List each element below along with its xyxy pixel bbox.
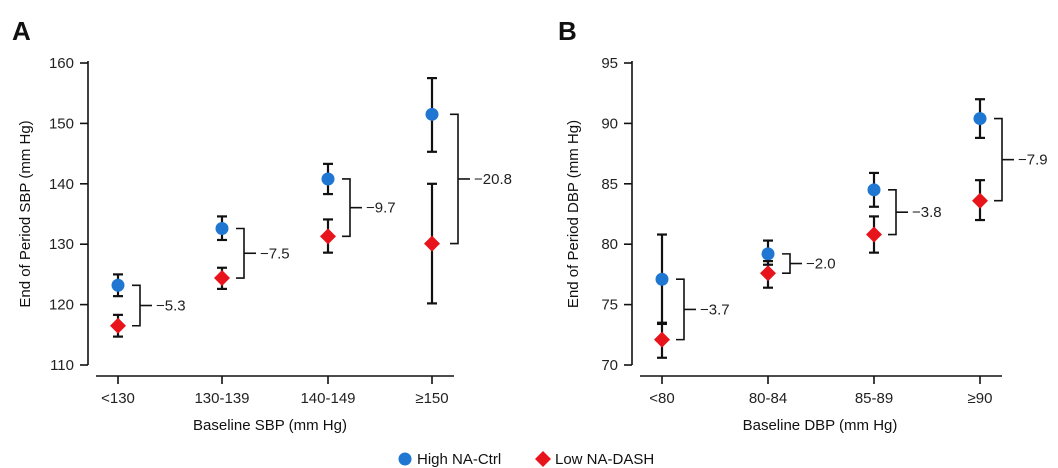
legend: High NA-Ctrl Low NA-DASH	[398, 451, 654, 468]
difference-label: −20.8	[474, 171, 512, 188]
difference-bracket	[782, 253, 791, 274]
x-tick-label: 140-149	[300, 390, 355, 407]
difference-label: −5.3	[156, 298, 186, 315]
data-point-low-na-dash	[972, 192, 988, 209]
difference-bracket	[888, 189, 897, 236]
x-axis-title: Baseline DBP (mm Hg)	[743, 417, 898, 434]
x-tick-label: ≥90	[968, 390, 993, 407]
y-tick-label: 85	[601, 176, 618, 193]
y-tick-label: 70	[601, 357, 618, 374]
y-tick-label: 95	[601, 55, 618, 72]
data-point-high-na-ctrl	[425, 107, 439, 121]
y-tick-label: 130	[49, 236, 74, 253]
y-tick-label: 150	[49, 115, 74, 132]
legend-marker-low-na-dash	[535, 451, 551, 467]
difference-bracket	[342, 178, 351, 238]
difference-label: −7.9	[1018, 152, 1048, 169]
y-tick-label: 140	[49, 176, 74, 193]
data-point-low-na-dash	[424, 235, 440, 252]
y-tick-label: 160	[49, 55, 74, 72]
y-tick-label: 120	[49, 297, 74, 314]
difference-label: −7.5	[260, 245, 290, 262]
data-point-low-na-dash	[866, 226, 882, 243]
data-point-high-na-ctrl	[655, 272, 669, 286]
data-point-low-na-dash	[654, 331, 670, 348]
difference-bracket	[450, 113, 459, 245]
data-point-high-na-ctrl	[867, 183, 881, 197]
legend-label: Low NA-DASH	[555, 451, 654, 468]
data-point-high-na-ctrl	[761, 247, 775, 261]
difference-bracket	[132, 284, 141, 327]
y-axis-title: End of Period SBP (mm Hg)	[17, 120, 34, 307]
data-point-low-na-dash	[320, 228, 336, 245]
data-point-high-na-ctrl	[111, 278, 125, 292]
data-point-high-na-ctrl	[215, 221, 229, 235]
y-tick-label: 90	[601, 115, 618, 132]
difference-bracket	[236, 227, 245, 279]
y-tick-label: 110	[50, 357, 74, 374]
y-axis-title: End of Period DBP (mm Hg)	[565, 120, 582, 308]
panel-letter: A	[12, 16, 31, 46]
difference-bracket	[676, 278, 685, 341]
data-point-low-na-dash	[214, 270, 230, 287]
data-point-high-na-ctrl	[321, 172, 335, 186]
x-tick-label: 85-89	[855, 390, 893, 407]
legend-marker-high-na-ctrl	[398, 452, 412, 466]
panel-a: A 110 120 130 140 150 160 <130 130-139 140-149 ≥15…	[12, 16, 512, 434]
difference-label: −2.0	[806, 256, 836, 273]
data-point-high-na-ctrl	[973, 112, 987, 126]
y-tick-label: 75	[601, 297, 618, 314]
data-point-low-na-dash	[760, 265, 776, 282]
data-point-low-na-dash	[110, 317, 126, 334]
x-tick-label: 130-139	[194, 390, 249, 407]
difference-label: −9.7	[366, 200, 396, 217]
legend-label: High NA-Ctrl	[417, 451, 501, 468]
y-tick-label: 80	[601, 236, 618, 253]
x-tick-label: <80	[649, 390, 674, 407]
x-tick-label: ≥150	[415, 390, 448, 407]
x-tick-label: <130	[101, 390, 135, 407]
difference-bracket	[994, 117, 1003, 202]
difference-label: −3.8	[912, 204, 942, 221]
x-tick-label: 80-84	[749, 390, 787, 407]
panel-b: B 70 75 80 85 90 95 <80 80-84 85-89 ≥90 Baseline DB…	[558, 16, 1048, 434]
difference-label: −3.7	[700, 301, 730, 318]
x-axis-title: Baseline SBP (mm Hg)	[193, 417, 347, 434]
panel-letter: B	[558, 16, 577, 46]
